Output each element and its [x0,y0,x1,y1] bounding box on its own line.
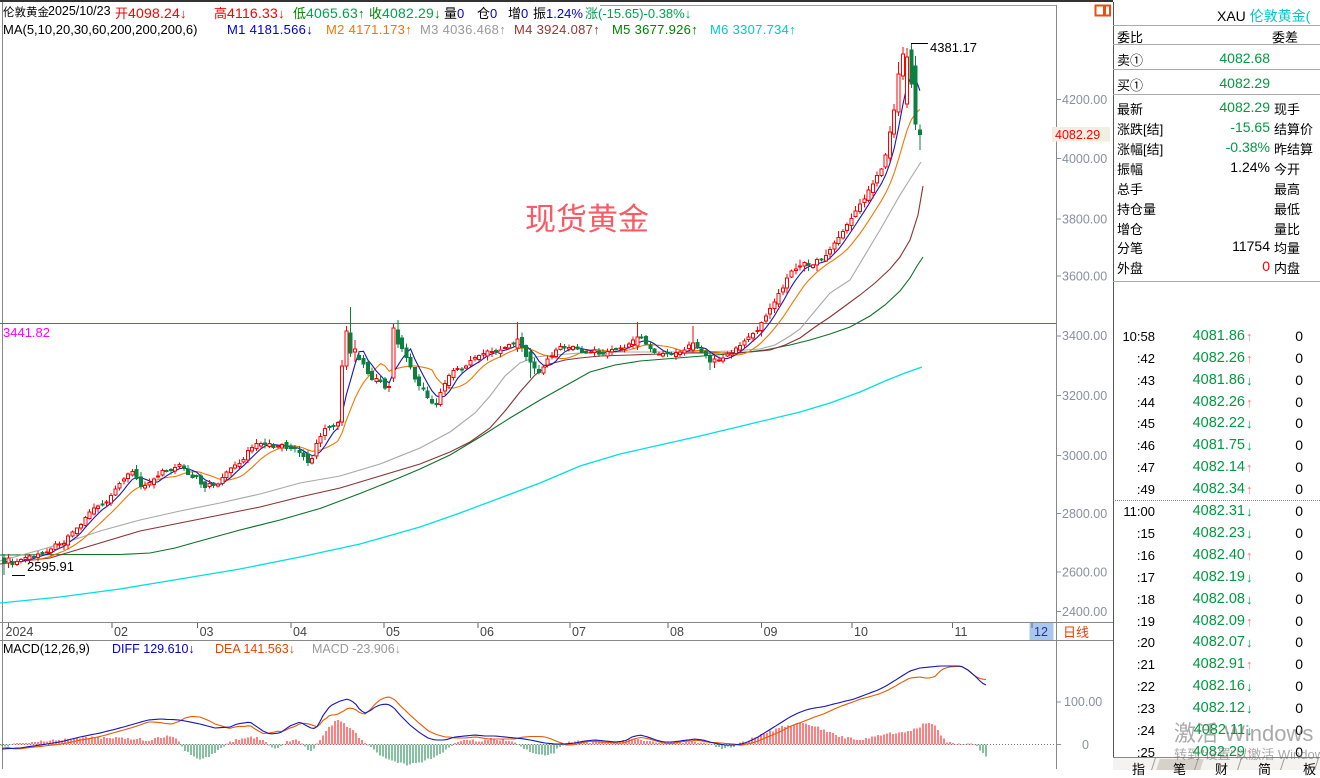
svg-text:日线: 日线 [1063,625,1089,640]
svg-text:0: 0 [1082,738,1089,752]
svg-text:05: 05 [386,625,400,639]
svg-text:2024: 2024 [6,625,34,639]
svg-text:3600.00: 3600.00 [1062,269,1107,283]
svg-text:4381.17: 4381.17 [930,40,977,55]
svg-text:08: 08 [670,625,684,639]
svg-text:4200.00: 4200.00 [1062,93,1107,107]
svg-text:07: 07 [572,625,586,639]
svg-text:2400.00: 2400.00 [1062,605,1107,619]
svg-text:06: 06 [480,625,494,639]
svg-text:04: 04 [293,625,307,639]
svg-text:03: 03 [200,625,214,639]
svg-text:4082.29: 4082.29 [1055,128,1100,142]
svg-text:2600.00: 2600.00 [1062,565,1107,579]
svg-text:09: 09 [764,625,778,639]
svg-text:2800.00: 2800.00 [1062,507,1107,521]
svg-text:2595.91: 2595.91 [27,559,74,574]
svg-text:3800.00: 3800.00 [1062,212,1107,226]
svg-text:10: 10 [854,625,868,639]
svg-text:3441.82: 3441.82 [3,325,50,340]
svg-text:3000.00: 3000.00 [1062,449,1107,463]
svg-text:3400.00: 3400.00 [1062,329,1107,343]
svg-text:4000.00: 4000.00 [1062,152,1107,166]
svg-text:3200.00: 3200.00 [1062,389,1107,403]
svg-text:11: 11 [955,625,968,639]
svg-text:12: 12 [1034,625,1048,639]
svg-text:100.00: 100.00 [1064,695,1102,709]
svg-text:02: 02 [114,625,128,639]
